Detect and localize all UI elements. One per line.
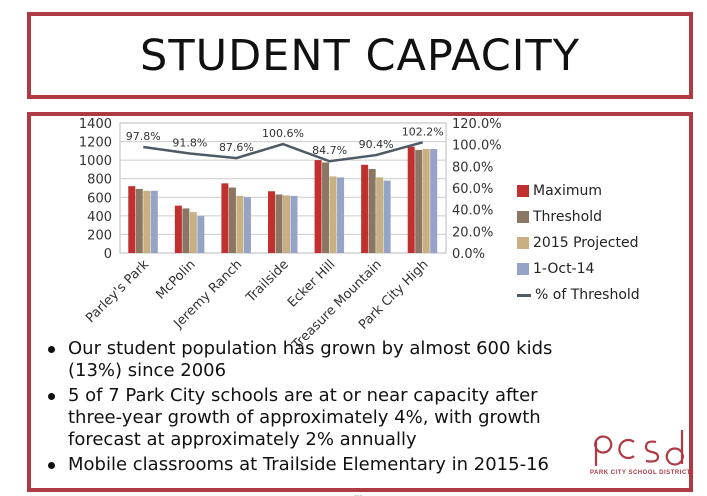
- legend-item-maximum: Maximum: [517, 178, 697, 204]
- legend-label-2015-projected: 2015 Projected: [533, 235, 639, 251]
- bullet-text: Our student population has grown by almo…: [68, 338, 553, 381]
- line-series-pct-threshold: [143, 141, 424, 163]
- chart-legend: Maximum Threshold 2015 Projected 1-Oct-1…: [517, 178, 697, 308]
- legend-swatch-pct-threshold: [517, 293, 531, 297]
- bullet-text: 5 of 7 Park City schools are at or near …: [68, 385, 541, 450]
- y-tick-label: 1200: [79, 136, 112, 151]
- bar: [197, 215, 205, 253]
- bar: [415, 149, 423, 253]
- bar: [243, 197, 251, 253]
- data-label: 90.4%: [359, 138, 394, 151]
- legend-swatch-1-oct-14: [517, 263, 529, 275]
- bar: [174, 205, 182, 253]
- bar: [135, 188, 143, 253]
- legend-label-pct-threshold: % of Threshold: [535, 287, 640, 303]
- bar: [430, 149, 438, 253]
- legend-item-1-oct-14: 1-Oct-14: [517, 256, 697, 282]
- data-label: 87.6%: [219, 141, 254, 154]
- y2-tick-label: 0.0%: [452, 247, 485, 262]
- bullet-dot: [48, 393, 55, 400]
- data-label: 100.6%: [262, 127, 304, 140]
- bar: [268, 191, 275, 253]
- category-label: Trailside: [243, 257, 292, 306]
- bar: [275, 194, 283, 253]
- legend-item-pct-threshold: % of Threshold: [517, 282, 697, 308]
- y2-tick-label: 120.0%: [452, 117, 502, 132]
- bar: [314, 160, 322, 253]
- bullet-item: Our student population has grown by almo…: [48, 338, 588, 382]
- y2-tick-label: 100.0%: [452, 139, 502, 154]
- legend-swatch-2015-projected: [517, 237, 529, 249]
- legend-swatch-threshold: [517, 211, 529, 223]
- bar: [236, 195, 244, 253]
- category-label: McPolin: [153, 257, 198, 302]
- y2-tick-label: 20.0%: [452, 225, 493, 240]
- y2-tick-label: 40.0%: [452, 204, 493, 219]
- y2-tick-label: 80.0%: [452, 160, 493, 175]
- content-box: [27, 112, 693, 492]
- y-tick-label: 1000: [79, 154, 112, 169]
- bar: [150, 190, 158, 253]
- bar: [221, 183, 229, 253]
- title-box: STUDENT CAPACITY: [27, 12, 693, 99]
- data-label: 97.8%: [126, 130, 161, 143]
- data-label: 91.8%: [172, 137, 207, 150]
- y-tick-label: 200: [87, 228, 112, 243]
- bar: [337, 177, 345, 253]
- bar: [290, 195, 298, 253]
- legend-item-threshold: Threshold: [517, 204, 697, 230]
- bar: [228, 187, 236, 253]
- bullet-list: Our student population has grown by almo…: [48, 338, 588, 479]
- page-indicator: ▪▪▪: [354, 492, 363, 496]
- bullet-item: Mobile classrooms at Trailside Elementar…: [48, 454, 588, 476]
- legend-label-maximum: Maximum: [533, 183, 602, 199]
- pcsd-logo-mark: [594, 430, 684, 466]
- bullet-text: Mobile classrooms at Trailside Elementar…: [68, 454, 549, 475]
- bar: [189, 212, 197, 253]
- y-tick-label: 400: [87, 210, 112, 225]
- data-label: 84.7%: [312, 144, 347, 157]
- bar: [283, 195, 290, 253]
- y-tick-label: 0: [104, 247, 112, 262]
- bar: [361, 164, 369, 253]
- pcsd-logo: PARK CITY SCHOOL DISTRICT: [590, 426, 700, 482]
- bar: [422, 149, 430, 253]
- bar: [128, 186, 136, 253]
- category-label: Parley's Park: [83, 257, 152, 326]
- y-tick-label: 600: [87, 191, 112, 206]
- bar: [143, 190, 151, 253]
- bar: [322, 162, 330, 253]
- logo-text: PARK CITY SCHOOL DISTRICT: [590, 470, 691, 476]
- bar: [383, 180, 391, 253]
- slide-title: STUDENT CAPACITY: [140, 30, 580, 81]
- bullet-dot: [48, 346, 55, 353]
- bar: [329, 176, 337, 253]
- legend-label-threshold: Threshold: [533, 209, 602, 225]
- legend-item-2015-projected: 2015 Projected: [517, 230, 697, 256]
- y-tick-label: 1400: [79, 117, 112, 132]
- bar: [407, 146, 415, 253]
- legend-label-1-oct-14: 1-Oct-14: [533, 261, 595, 277]
- y2-tick-label: 60.0%: [452, 182, 493, 197]
- bullet-dot: [48, 462, 55, 469]
- bar: [182, 208, 190, 253]
- bar: [376, 177, 384, 253]
- data-label: 102.2%: [402, 125, 444, 138]
- bar: [368, 168, 376, 253]
- bullet-item: 5 of 7 Park City schools are at or near …: [48, 385, 588, 451]
- y-tick-label: 800: [87, 173, 112, 188]
- legend-swatch-maximum: [517, 185, 529, 197]
